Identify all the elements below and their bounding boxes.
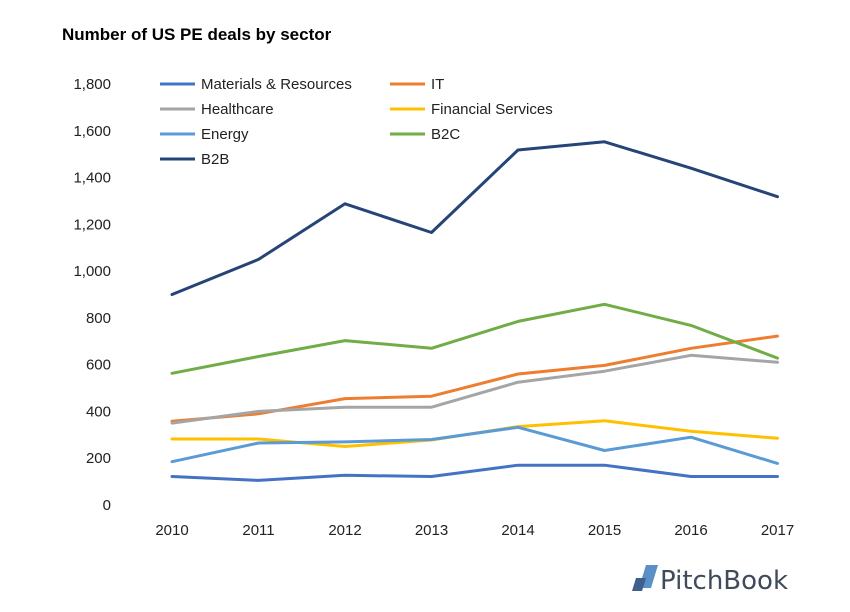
x-tick-label: 2015: [588, 522, 621, 539]
legend-label: IT: [431, 76, 444, 93]
series-line-b2c: [170, 302, 779, 375]
x-tick-label: 2017: [761, 522, 794, 539]
chart-title: Number of US PE deals by sector: [62, 25, 332, 44]
series-line-energy: [170, 425, 779, 465]
legend-item: Financial Services: [390, 101, 553, 118]
y-tick-label: 200: [86, 450, 111, 467]
legend-label: B2C: [431, 126, 460, 143]
pitchbook-logo-text: PitchBook: [660, 566, 788, 596]
x-tick-label: 2016: [674, 522, 707, 539]
legend-item: Healthcare: [160, 101, 274, 118]
legend-label: Healthcare: [201, 101, 274, 118]
x-tick-label: 2012: [328, 522, 361, 539]
x-axis: 2010 2011 2012 2013 2014 2015 2016 2017: [155, 522, 794, 539]
y-tick-label: 0: [103, 497, 111, 514]
legend-item: IT: [390, 76, 444, 93]
series-line-materials-resources: [170, 463, 779, 482]
pitchbook-logo: PitchBook: [632, 565, 788, 596]
series-line-b2b: [170, 140, 779, 296]
y-tick-label: 400: [86, 403, 111, 420]
x-tick-label: 2010: [155, 522, 188, 539]
y-tick-label: 1,600: [73, 123, 111, 140]
legend: Materials & Resources IT Healthcare Financi…: [160, 76, 553, 168]
y-tick-label: 1,800: [73, 76, 111, 93]
pitchbook-logo-icon: [632, 565, 658, 591]
y-tick-label: 600: [86, 357, 111, 374]
x-tick-label: 2011: [242, 522, 274, 539]
legend-label: Energy: [201, 126, 249, 143]
series-line-it: [170, 334, 779, 423]
legend-item: Energy: [160, 126, 249, 143]
y-tick-label: 1,200: [73, 216, 111, 233]
x-tick-label: 2013: [415, 522, 448, 539]
series-line-healthcare: [170, 353, 779, 425]
legend-item: B2C: [390, 126, 460, 143]
legend-label: Materials & Resources: [201, 76, 352, 93]
legend-item: Materials & Resources: [160, 76, 352, 93]
y-tick-label: 800: [86, 310, 111, 327]
legend-label: Financial Services: [431, 101, 553, 118]
y-tick-label: 1,400: [73, 170, 111, 187]
legend-item: B2B: [160, 151, 229, 168]
series-lines: [170, 140, 779, 482]
legend-label: B2B: [201, 151, 229, 168]
y-axis: 0 200 400 600 800 1,000 1,200 1,400 1,600 1,800: [73, 76, 111, 514]
y-tick-label: 1,000: [73, 263, 111, 280]
x-tick-label: 2014: [501, 522, 534, 539]
